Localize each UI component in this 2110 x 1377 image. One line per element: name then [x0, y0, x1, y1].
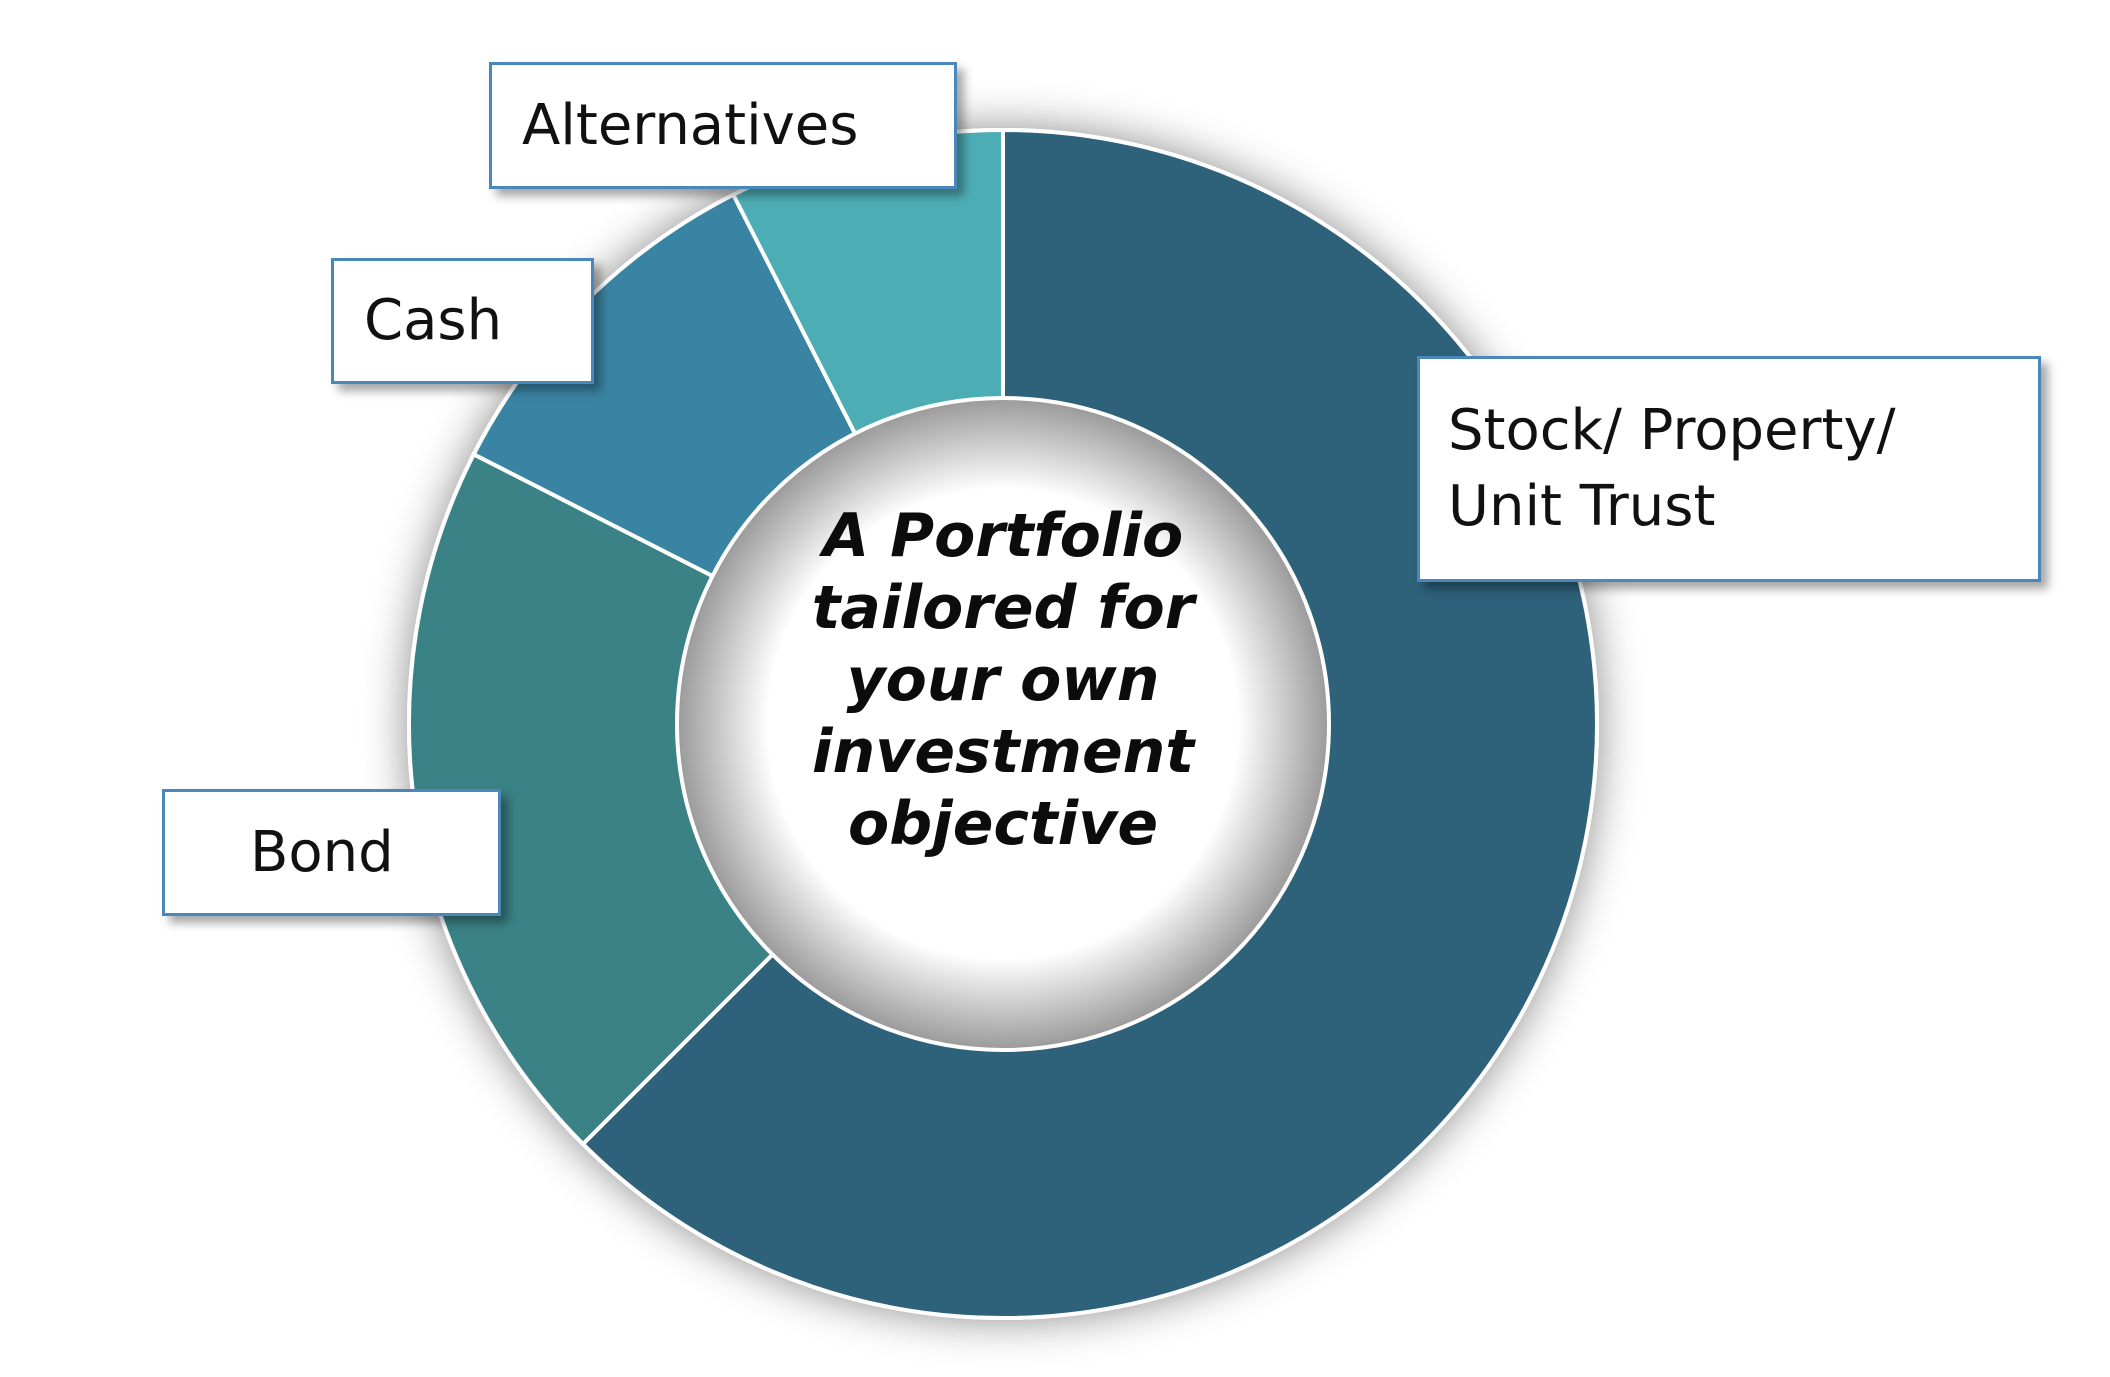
center-caption: A Portfolio tailored for your own invest… — [753, 500, 1253, 860]
center-caption-line: your own — [846, 645, 1160, 715]
label-alternatives-text: Alternatives — [522, 92, 859, 158]
center-caption-line: A Portfolio — [822, 501, 1184, 571]
center-caption-line: objective — [847, 789, 1159, 859]
label-cash: Cash — [331, 258, 594, 384]
center-caption-line: investment — [811, 717, 1195, 787]
label-bond-text: Bond — [250, 819, 394, 885]
label-stock-line-1: Stock/ Property/ — [1448, 398, 1896, 464]
donut-hole — [675, 396, 1331, 1052]
label-bond: Bond — [162, 789, 501, 916]
label-alternatives: Alternatives — [489, 62, 957, 189]
label-stock-property-unit-trust: Stock/ Property/ Unit Trust — [1417, 356, 2041, 582]
center-caption-line: tailored for — [811, 573, 1195, 643]
label-stock-line-2: Unit Trust — [1448, 474, 1716, 539]
label-cash-text: Cash — [364, 288, 503, 354]
